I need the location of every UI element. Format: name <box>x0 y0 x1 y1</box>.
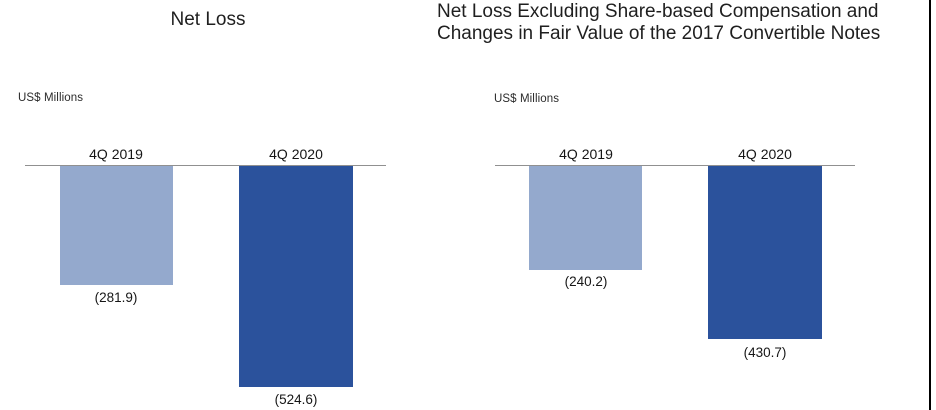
chart-title-net-loss: Net Loss <box>170 9 246 30</box>
category-label-4q2019: 4Q 2019 <box>89 146 143 162</box>
value-label-4q2020: (524.6) <box>274 392 318 407</box>
category-label-4q2020: 4Q 2020 <box>269 146 323 162</box>
zero-axis-line <box>25 165 386 166</box>
axis-unit-label: US$ Millions <box>18 92 84 104</box>
category-label-4q2020: 4Q 2020 <box>738 146 792 162</box>
value-label-4q2019: (240.2) <box>564 274 608 289</box>
zero-axis-line <box>495 165 855 166</box>
bar-4q2019 <box>529 166 642 270</box>
bar-4q2020 <box>239 166 353 387</box>
chart-title-net-loss-excluding: Net Loss Excluding Share-based Compensat… <box>437 1 881 44</box>
page-right-border <box>929 0 931 410</box>
bar-4q2020 <box>708 166 822 339</box>
axis-unit-label: US$ Millions <box>494 93 560 105</box>
value-label-4q2020: (430.7) <box>743 345 787 360</box>
category-label-4q2019: 4Q 2019 <box>559 146 613 162</box>
value-label-4q2019: (281.9) <box>94 290 138 305</box>
bar-4q2019 <box>60 166 173 285</box>
